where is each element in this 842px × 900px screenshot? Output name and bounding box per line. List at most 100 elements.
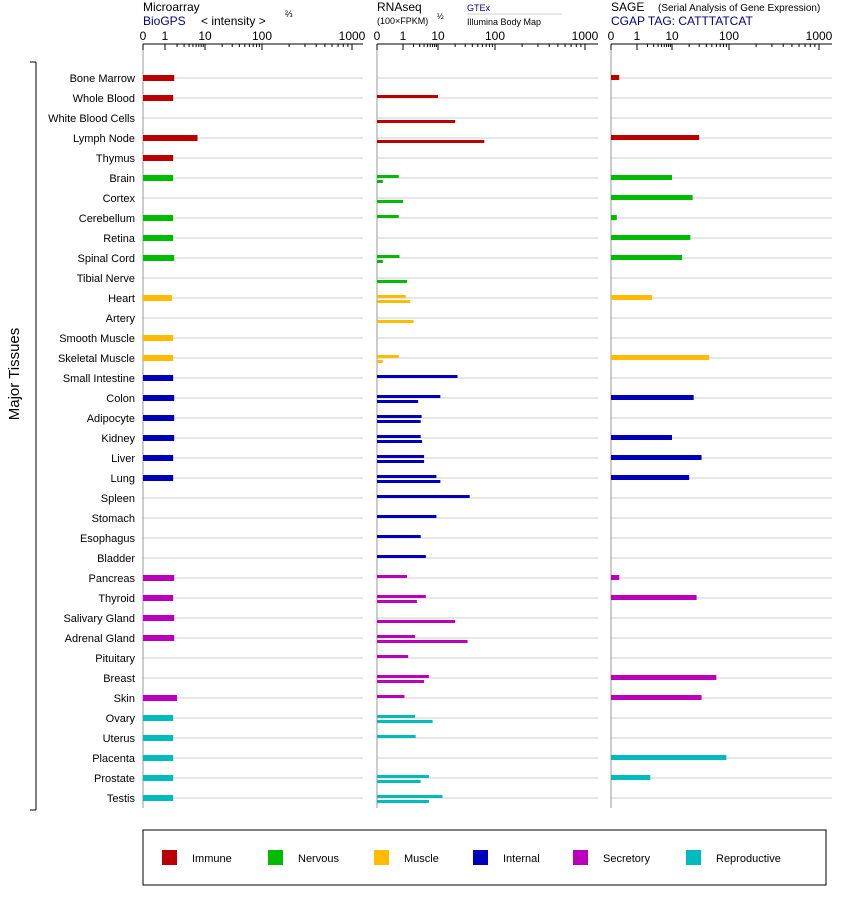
bar-microarray (143, 75, 175, 81)
tissue-rows: Bone Marrow Whole Blood White Blood Cells L… (48, 73, 832, 805)
bar-microarray (143, 355, 174, 361)
bar-rnaseq-ibm (377, 440, 423, 443)
legend-label: Nervous (298, 853, 339, 865)
tissue-label: Ovary (106, 713, 136, 725)
bar-microarray (143, 615, 175, 621)
bar-rnaseq-ibm (377, 680, 425, 683)
bar-rnaseq-ibm (377, 480, 441, 483)
bar-rnaseq-gtex (377, 255, 400, 258)
legend-swatch (573, 850, 588, 865)
bar-rnaseq-gtex (377, 595, 426, 598)
bar-rnaseq-gtex (377, 535, 421, 538)
x-tick-label: 100 (485, 29, 505, 43)
tissue-label: Lung (111, 473, 135, 485)
x-tick-label: 100 (719, 29, 739, 43)
bar-rnaseq-ibm (377, 460, 425, 463)
legend-label: Internal (503, 853, 540, 865)
bar-rnaseq-gtex (377, 475, 437, 478)
bar-rnaseq-ibm (377, 780, 421, 783)
bar-rnaseq-ibm (377, 300, 411, 303)
axis-note: (100×FPKM) (377, 16, 428, 26)
tissue-label: Colon (106, 393, 135, 405)
bar-rnaseq-ibm (377, 400, 419, 403)
tissue-label: Adrenal Gland (65, 633, 135, 645)
tissue-label: Spleen (101, 493, 135, 505)
bar-rnaseq-gtex (377, 175, 399, 178)
legend-label: Muscle (404, 853, 439, 865)
axis-note: < intensity > (201, 14, 266, 28)
panel-title: SAGE (611, 0, 644, 14)
bar-microarray (143, 295, 173, 301)
tissue-label: Bladder (97, 553, 135, 565)
tissue-label: Liver (111, 453, 135, 465)
tissue-label: Thymus (96, 153, 136, 165)
bar-sage (611, 195, 693, 200)
bar-microarray (143, 775, 174, 781)
bar-rnaseq-gtex (377, 435, 421, 438)
bar-sage (611, 435, 672, 440)
bar-rnaseq-ibm (377, 180, 383, 183)
bar-microarray (143, 475, 174, 481)
bar-microarray (143, 715, 174, 721)
bar-rnaseq-gtex (377, 295, 406, 298)
panel-axes: 0 1 10 100 1000 0 1 10 100 1000 0 1 10 100 1000 (140, 29, 833, 808)
tissue-label: Prostate (94, 773, 135, 785)
tissue-label: Bone Marrow (70, 73, 135, 85)
bar-sage (611, 215, 617, 220)
tissue-label: Testis (107, 793, 136, 805)
bar-rnaseq-gtex (377, 215, 399, 218)
bar-sage (611, 135, 700, 140)
legend-swatch (473, 850, 488, 865)
bar-microarray (143, 155, 174, 161)
bar-microarray (143, 415, 175, 421)
bar-sage (611, 695, 702, 700)
bar-rnaseq-gtex (377, 715, 415, 718)
bar-rnaseq-gtex (377, 635, 415, 638)
bar-rnaseq-ibm (377, 120, 456, 123)
tissue-label: White Blood Cells (48, 113, 135, 125)
bar-rnaseq-gtex (377, 775, 429, 778)
tissue-label: Esophagus (80, 533, 136, 545)
bar-rnaseq-gtex (377, 655, 409, 658)
bar-sage (611, 235, 691, 240)
panel-title: Microarray (143, 0, 200, 14)
x-tick-label: 1000 (339, 29, 366, 43)
legend: Immune Nervous Muscle Internal Secretory Repr… (142, 829, 827, 886)
bar-rnaseq-gtex (377, 555, 426, 558)
bar-sage (611, 395, 694, 400)
x-tick-label: 1000 (806, 29, 833, 43)
tissue-label: Uterus (103, 733, 136, 745)
tissue-label: Smooth Muscle (59, 333, 135, 345)
tissue-label: Skeletal Muscle (58, 353, 135, 365)
tissue-label: Kidney (101, 433, 135, 445)
tissue-label: Small Intestine (63, 373, 135, 385)
bar-rnaseq-ibm (377, 200, 403, 203)
bar-rnaseq-gtex (377, 695, 405, 698)
bar-microarray (143, 95, 174, 101)
bar-rnaseq-gtex (377, 575, 407, 578)
tissue-label: Cerebellum (79, 213, 135, 225)
bar-microarray (143, 595, 174, 601)
tissue-label: Placenta (92, 753, 136, 765)
bar-microarray (143, 215, 174, 221)
bar-sage (611, 575, 620, 580)
bar-rnaseq-gtex (377, 515, 437, 518)
bar-microarray (143, 135, 198, 141)
bar-rnaseq-ibm (377, 600, 417, 603)
panel-title: RNAseq (377, 0, 422, 14)
bar-sage (611, 175, 672, 180)
y-axis-group: Major Tissues (6, 61, 37, 811)
bar-rnaseq-ibm (377, 800, 429, 803)
bar-rnaseq-ibm (377, 260, 383, 263)
legend-label: Reproductive (716, 853, 781, 865)
bar-rnaseq-ibm (377, 640, 468, 643)
bar-rnaseq-gtex (377, 795, 443, 798)
bar-rnaseq-gtex (377, 395, 441, 398)
x-tick-label: 1000 (572, 29, 599, 43)
x-tick-label: 0 (140, 29, 147, 43)
tissue-label: Breast (103, 673, 135, 685)
tissue-label: Adipocyte (87, 413, 135, 425)
legend-swatch (268, 850, 283, 865)
